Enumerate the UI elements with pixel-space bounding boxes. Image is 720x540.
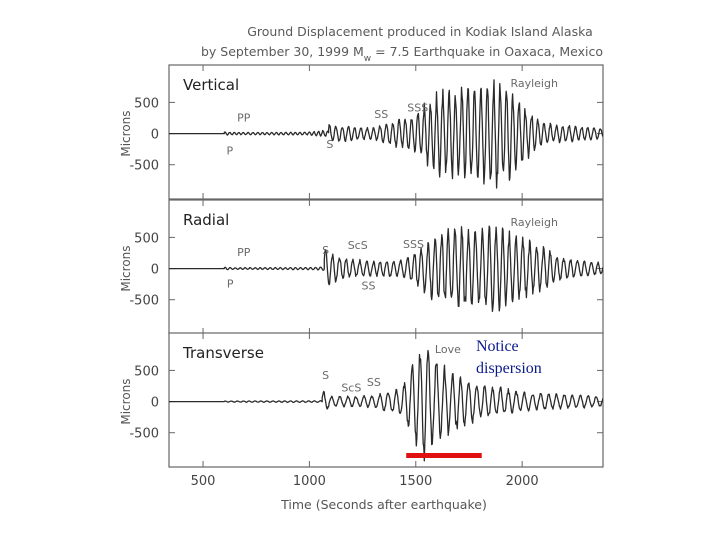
y-axis-label: Microns <box>119 110 133 156</box>
chart-title-line-1: Ground Displacement produced in Kodiak I… <box>247 24 593 39</box>
phase-label: SS <box>362 280 376 293</box>
panel-transverse: 500 0 -500 Microns Transverse S ScS SS Love <box>119 332 604 468</box>
phase-label: S <box>322 244 329 257</box>
y-tick-label: 500 <box>134 96 159 111</box>
panel-title: Vertical <box>183 76 239 94</box>
seismogram-trace <box>169 349 603 462</box>
chart-title-line-2: by September 30, 1999 Mw = 7.5 Earthquak… <box>201 44 603 64</box>
phase-label: Love <box>435 343 461 356</box>
phase-label: SSS <box>403 238 424 251</box>
y-tick-label: -500 <box>129 427 159 442</box>
x-axis-label: Time (Seconds after earthquake) <box>280 497 487 512</box>
phase-label: S <box>326 138 333 151</box>
x-tick-label: 2000 <box>506 474 539 489</box>
phase-label: ScS <box>341 382 361 395</box>
annotation-overlay: Notice dispersion <box>406 338 542 458</box>
phase-label: PP <box>237 112 251 125</box>
phase-label: SS <box>374 108 388 121</box>
phase-label: Rayleigh <box>510 216 558 229</box>
phase-label: P <box>227 277 234 290</box>
x-tick-label: 1000 <box>293 474 326 489</box>
phase-label: ScS <box>348 239 368 252</box>
phase-label: Rayleigh <box>510 77 558 90</box>
x-tick-label: 1500 <box>399 474 432 489</box>
y-tick-label: -500 <box>129 159 159 174</box>
y-axis-label: Microns <box>119 245 133 291</box>
phase-label: SSS <box>407 102 428 115</box>
annotation-text-line-1: Notice <box>476 338 519 355</box>
y-tick-label: 0 <box>151 128 159 143</box>
y-tick-label: 0 <box>151 263 159 278</box>
y-tick-label: 500 <box>134 364 159 379</box>
y-axis-label: Microns <box>119 378 133 424</box>
panel-title: Transverse <box>182 344 264 362</box>
y-tick-label: 0 <box>151 396 159 411</box>
panel-title: Radial <box>183 211 229 229</box>
x-axis: 500 1000 1500 2000 Time (Seconds after earth… <box>191 474 539 512</box>
x-tick-label: 500 <box>191 474 216 489</box>
phase-label: S <box>322 369 329 382</box>
y-tick-label: -500 <box>129 294 159 309</box>
seismogram-trace <box>169 225 603 313</box>
phase-label: SS <box>367 376 381 389</box>
highlight-bar <box>406 453 482 458</box>
phase-label: PP <box>237 246 251 259</box>
phase-label: P <box>226 145 233 158</box>
chart-title: Ground Displacement produced in Kodiak I… <box>201 24 603 64</box>
y-tick-label: 500 <box>134 231 159 246</box>
annotation-text-line-2: dispersion <box>476 360 542 377</box>
seismogram-trace <box>169 79 603 189</box>
